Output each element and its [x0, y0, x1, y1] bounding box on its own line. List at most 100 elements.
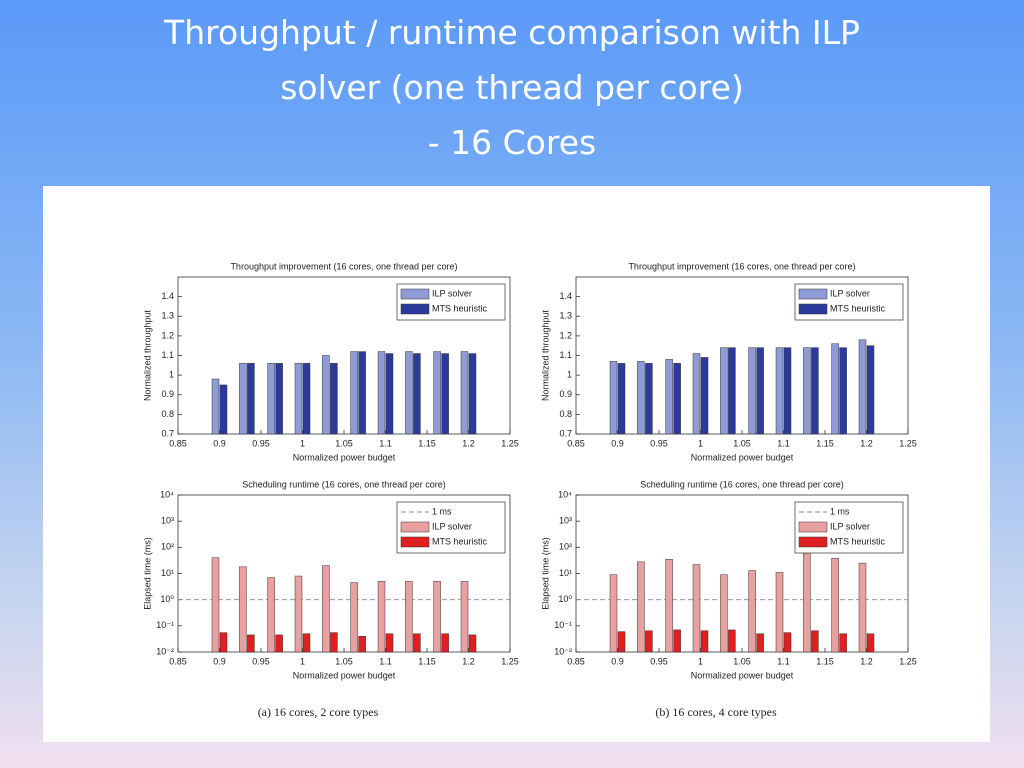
bar [700, 630, 709, 653]
x-tick-label: 0.85 [567, 656, 585, 666]
bar [831, 343, 839, 435]
y-tick-label: 10² [161, 542, 174, 552]
x-tick-label: 1.15 [418, 656, 436, 666]
x-tick-label: 1.05 [733, 656, 751, 666]
y-tick-label: 0.7 [161, 428, 174, 438]
legend-label: ILP solver [432, 521, 472, 531]
legend-label: ILP solver [830, 288, 870, 298]
legend-swatch [798, 521, 828, 533]
x-tick-label: 1.25 [501, 438, 519, 448]
x-tick-label: 0.9 [611, 656, 624, 666]
x-tick-label: 0.9 [213, 438, 226, 448]
bar [267, 363, 275, 435]
y-tick-label: 1.1 [559, 350, 572, 360]
x-axis-label: Normalized power budget [293, 670, 396, 680]
y-tick-label: 1 [169, 370, 174, 380]
x-tick-label: 1.1 [777, 656, 790, 666]
x-tick-label: 1.05 [733, 438, 751, 448]
y-tick-label: 10⁻² [554, 646, 572, 656]
bar [858, 562, 867, 653]
x-tick-label: 1 [698, 438, 703, 448]
bar [783, 632, 792, 653]
bar [811, 347, 819, 435]
bar [609, 361, 618, 435]
bar [350, 351, 358, 435]
bar [720, 574, 728, 653]
x-tick-label: 0.9 [611, 438, 624, 448]
x-tick-label: 0.95 [252, 656, 270, 666]
slide-title: - 16 Cores [428, 123, 596, 162]
bar [839, 347, 847, 435]
y-tick-label: 10⁻² [156, 646, 174, 656]
legend-swatch [798, 303, 828, 315]
bar [645, 363, 653, 435]
x-tick-label: 1.1 [379, 438, 392, 448]
legend-swatch [798, 536, 828, 548]
bar [700, 357, 709, 435]
bar [247, 634, 255, 653]
bar [645, 630, 653, 653]
bar [405, 351, 413, 435]
x-tick-label: 1.15 [816, 656, 834, 666]
bar [665, 359, 673, 435]
bar [460, 581, 469, 653]
bar [433, 581, 441, 653]
bar [358, 635, 366, 653]
legend-swatch [400, 303, 430, 315]
y-tick-label: 10⁻¹ [156, 620, 174, 630]
bar [783, 347, 792, 435]
chart-title: Throughput improvement (16 cores, one th… [230, 261, 457, 271]
bar [617, 631, 626, 653]
x-tick-label: 0.9 [213, 656, 226, 666]
x-tick-label: 1.05 [335, 438, 353, 448]
y-tick-label: 1.3 [559, 311, 572, 321]
x-tick-label: 0.85 [169, 438, 187, 448]
bar [302, 633, 311, 653]
y-tick-label: 1.2 [161, 330, 174, 340]
bar [811, 630, 819, 653]
x-tick-label: 1 [698, 656, 703, 666]
legend-label: MTS heuristic [830, 303, 886, 313]
y-tick-label: 1.2 [559, 330, 572, 340]
y-tick-label: 0.9 [559, 389, 572, 399]
bar [267, 577, 275, 653]
x-axis-label: Normalized power budget [691, 452, 794, 462]
bar [839, 633, 847, 653]
bar [275, 363, 283, 435]
legend-label: 1 ms [432, 506, 452, 516]
x-tick-label: 0.85 [169, 656, 187, 666]
bar [665, 559, 673, 653]
bar [330, 363, 338, 435]
y-tick-label: 10⁰ [160, 594, 174, 604]
bar [775, 347, 784, 435]
bar [692, 564, 701, 653]
x-tick-label: 0.95 [650, 656, 668, 666]
y-tick-label: 10¹ [161, 568, 174, 578]
bar [405, 581, 413, 653]
y-tick-label: 1.4 [161, 291, 174, 301]
y-axis-label: Elapsed time (ms) [540, 537, 550, 610]
bar [673, 629, 681, 653]
bar [294, 363, 303, 435]
bar [468, 353, 477, 435]
x-tick-label: 1.25 [899, 438, 917, 448]
bar [322, 355, 330, 435]
legend-swatch [400, 521, 430, 533]
bar [692, 353, 701, 435]
y-tick-label: 0.7 [559, 428, 572, 438]
x-tick-label: 1.15 [816, 438, 834, 448]
x-tick-label: 0.95 [252, 438, 270, 448]
bar [322, 565, 330, 653]
x-tick-label: 1 [300, 656, 305, 666]
y-tick-label: 1 [567, 370, 572, 380]
bar [756, 347, 764, 435]
y-tick-label: 1.3 [161, 311, 174, 321]
legend-swatch [798, 288, 828, 300]
bar [748, 570, 756, 653]
bar [460, 351, 469, 435]
y-tick-label: 10² [559, 542, 572, 552]
y-tick-label: 10⁰ [558, 594, 572, 604]
y-tick-label: 10⁻¹ [554, 620, 572, 630]
bar [728, 347, 736, 435]
